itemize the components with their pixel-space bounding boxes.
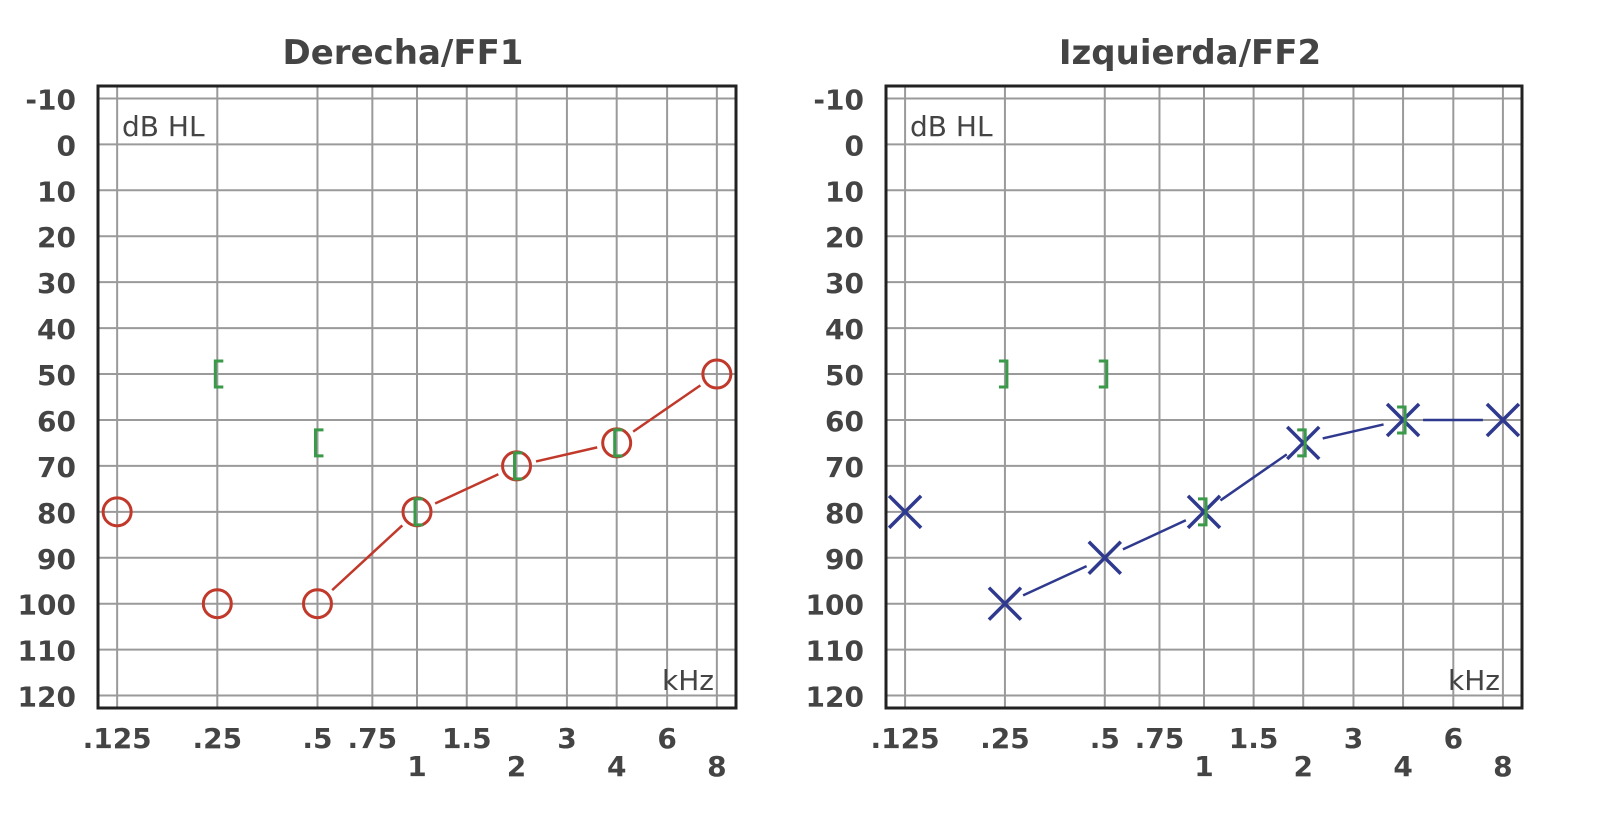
y-tick-label: 0 (845, 129, 864, 162)
x-tick-label: 3 (557, 722, 576, 755)
audiogram-panel-2: Izquierda/FF2-10010203040506070809010011… (806, 33, 1524, 783)
x-tick-label: .25 (193, 722, 243, 755)
x-tick-label: .25 (980, 722, 1030, 755)
audiogram-panel-1: Derecha/FF1 -10 0 10 20 30 40 50 60 70 80 90 100 110 1… (18, 33, 738, 783)
y-tick-label: 60 (37, 405, 76, 438)
y-tick-label: 70 (37, 451, 76, 484)
y-tick-label: 40 (825, 313, 864, 346)
x-tick-label: .5 (1090, 722, 1120, 755)
data-point-x (1186, 494, 1222, 530)
data-point-bracket (313, 428, 324, 458)
x-tick-label: 1 (407, 750, 426, 783)
y-tick-label: 0 (57, 129, 76, 162)
y-tick-label: 50 (37, 359, 76, 392)
series-line-segment (632, 384, 702, 433)
plot-frame (884, 84, 1524, 710)
chart-title: Derecha/FF1 (283, 33, 524, 73)
y-tick-label: 80 (37, 497, 76, 530)
x-tick-label: .75 (348, 722, 398, 755)
x-tick-label: .125 (871, 722, 940, 755)
x-unit-label: kHz (662, 664, 714, 697)
chart-title: Izquierda/FF2 (1059, 33, 1321, 73)
series-line-segment (1122, 519, 1187, 551)
y-tick-label: 10 (37, 175, 76, 208)
y-tick-label: 20 (37, 221, 76, 254)
plot-frame (96, 84, 738, 710)
data-point-x (1485, 402, 1521, 438)
y-tick-label: -10 (25, 83, 76, 116)
y-tick-label: 30 (825, 267, 864, 300)
y-tick-label: 70 (825, 451, 864, 484)
data-point-x (1087, 540, 1123, 576)
x-tick-label: 2 (1293, 750, 1312, 783)
data-point-bracket (513, 451, 523, 481)
x-tick-label: 3 (1344, 722, 1363, 755)
x-tick-label: 8 (1493, 750, 1512, 783)
series-line-segment (1322, 423, 1384, 440)
data-point-x (887, 494, 923, 530)
y-tick-label: 110 (18, 635, 76, 668)
y-unit-label: dB HL (122, 110, 205, 143)
data-point-bracket (613, 428, 623, 458)
series-bracket-left (213, 359, 623, 527)
y-tick-label: 90 (825, 543, 864, 576)
series-line-segment (1022, 564, 1088, 597)
y-unit-label: dB HL (910, 110, 993, 143)
series-bracket-right (998, 359, 1407, 527)
data-point-bracket (1098, 359, 1109, 389)
y-tick-label: 60 (825, 405, 864, 438)
data-point-bracket (1397, 405, 1407, 435)
x-tick-label: 1.5 (1229, 722, 1279, 755)
y-tick-label: 110 (806, 635, 864, 668)
y-tick-label: -10 (813, 83, 864, 116)
series-line-segment (331, 524, 404, 592)
y-tick-label: 100 (806, 589, 864, 622)
y-tick-label: 90 (37, 543, 76, 576)
data-point-bracket (1198, 497, 1208, 527)
x-unit-label: kHz (1448, 664, 1500, 697)
data-point-bracket (213, 359, 224, 389)
data-point-circle (101, 496, 133, 528)
data-point-circle (301, 588, 333, 620)
y-tick-label: 100 (18, 589, 76, 622)
x-tick-label: 1.5 (442, 722, 492, 755)
series-line-segment (535, 446, 598, 463)
y-tick-label: 10 (825, 175, 864, 208)
y-tick-label: 80 (825, 497, 864, 530)
x-tick-label: 8 (707, 750, 726, 783)
x-tick-label: .75 (1135, 722, 1185, 755)
x-tick-label: 2 (507, 750, 526, 783)
y-tick-label: 50 (825, 359, 864, 392)
x-tick-label: 6 (1444, 722, 1463, 755)
y-tick-label: 20 (825, 221, 864, 254)
y-tick-label: 120 (18, 681, 76, 714)
x-tick-label: 4 (1393, 750, 1412, 783)
data-point-circle (701, 358, 733, 390)
data-point-x (987, 586, 1023, 621)
x-tick-label: .5 (302, 722, 332, 755)
data-point-bracket (413, 497, 423, 527)
data-point-circle (201, 588, 233, 620)
data-point-x (1385, 402, 1421, 438)
y-tick-label: 120 (806, 681, 864, 714)
series-line-segment (434, 473, 499, 505)
x-tick-label: 4 (607, 750, 626, 783)
y-tick-label: 30 (37, 267, 76, 300)
x-tick-label: 1 (1194, 750, 1213, 783)
y-tick-label: 40 (37, 313, 76, 346)
data-point-bracket (1297, 428, 1307, 458)
series-line-segment (1219, 453, 1288, 502)
x-tick-label: .125 (83, 722, 152, 755)
x-tick-label: 6 (657, 722, 676, 755)
data-point-x (1285, 425, 1321, 461)
series-x (887, 402, 1521, 621)
data-point-bracket (998, 359, 1009, 389)
